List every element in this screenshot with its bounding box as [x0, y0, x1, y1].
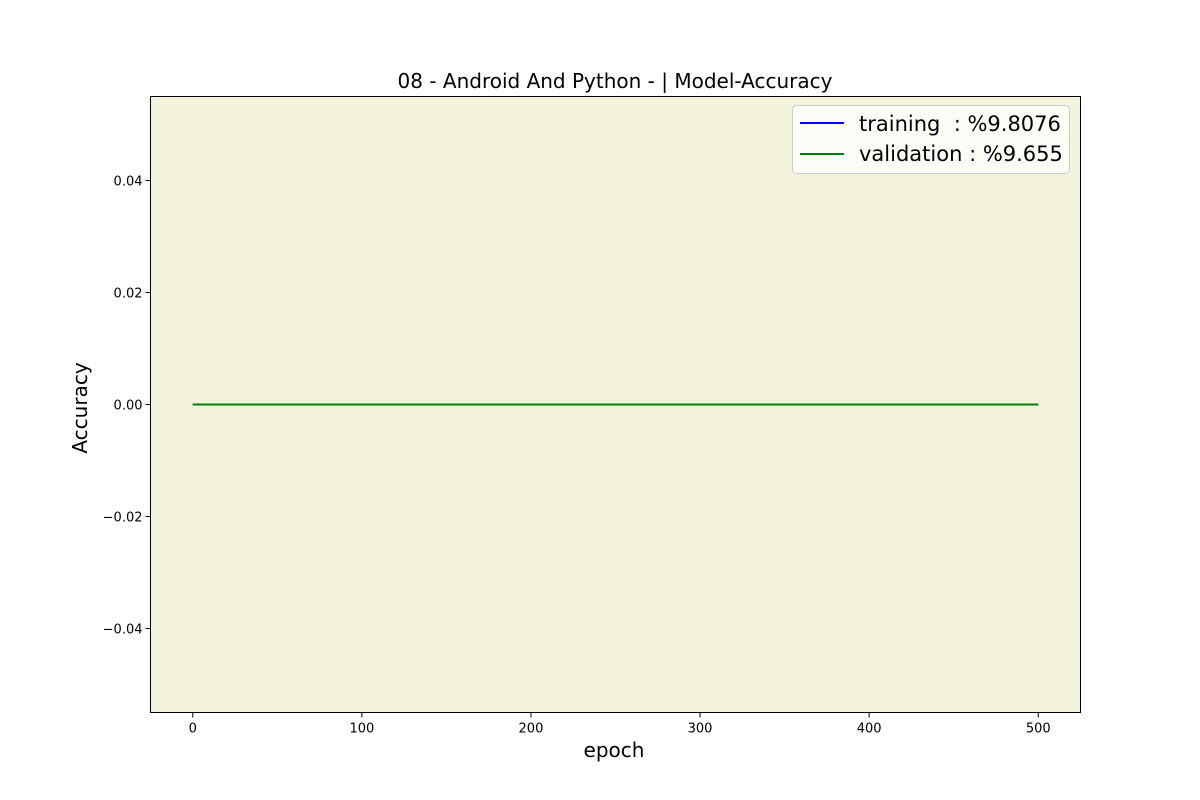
- x-tick-label: 300: [688, 722, 713, 737]
- y-tick-label: 0.00: [114, 399, 143, 414]
- y-tick-label: −0.04: [103, 623, 143, 638]
- y-tick-label: 0.02: [114, 287, 143, 302]
- x-tick-label: 400: [857, 722, 882, 737]
- x-tick-label: 0: [189, 722, 197, 737]
- x-tick-label: 500: [1026, 722, 1051, 737]
- legend-box: [792, 105, 1070, 174]
- x-tick-label: 200: [519, 722, 544, 737]
- x-tick-label: 100: [349, 722, 374, 737]
- y-tick-label: −0.02: [103, 511, 143, 526]
- y-tick-label: 0.04: [114, 175, 143, 190]
- x-axis-label: epoch: [584, 738, 645, 762]
- legend-label-validation: validation : %9.655: [859, 142, 1063, 166]
- chart-title: 08 - Android And Python - | Model-Accura…: [398, 69, 833, 93]
- x-axis: 0 100 200 300 400 500: [189, 712, 1051, 737]
- legend-label-training: training : %9.8076: [859, 112, 1061, 136]
- legend: training : %9.8076 validation : %9.655: [792, 105, 1070, 174]
- y-axis-label: Accuracy: [68, 362, 92, 453]
- y-axis: 0.04 0.02 0.00 −0.02 −0.04: [103, 175, 151, 638]
